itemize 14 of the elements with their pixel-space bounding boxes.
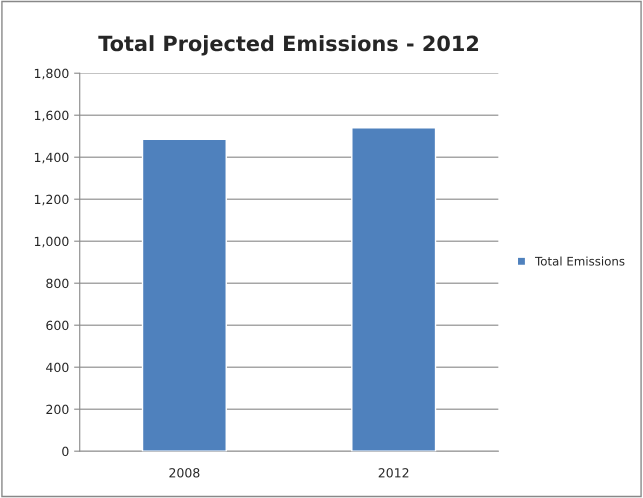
y-tick-label: 400 [46,362,68,372]
legend-label: Total Emissions [534,256,624,266]
y-tick-label: 1,800 [34,68,68,80]
chart-title: Total Projected Emissions - 2012 [98,35,478,56]
y-tick-label: 1,400 [34,152,68,164]
y-tick-label: 800 [46,278,68,288]
y-tick-label: 1,600 [34,110,68,122]
y-tick-label: 0 [62,446,68,456]
y-tick-label: 200 [46,404,68,414]
y-tick-label: 1,000 [34,236,68,248]
y-tick-label: 600 [46,320,68,330]
x-tick-label: 2008 [169,468,200,478]
y-tick-label: 1,200 [34,194,68,206]
x-tick-label: 2012 [378,468,408,478]
